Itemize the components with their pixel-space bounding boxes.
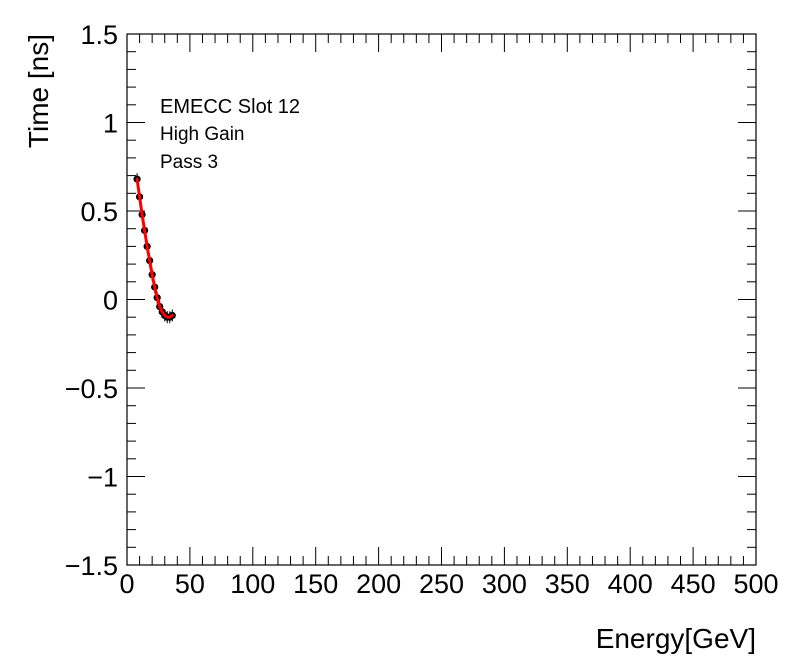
x-tick-label: 350 xyxy=(545,569,590,599)
annotation-gain: High Gain xyxy=(160,124,245,145)
x-tick-label: 200 xyxy=(356,569,401,599)
axis-ticks xyxy=(126,33,757,566)
annotation-pass: Pass 3 xyxy=(160,152,218,173)
x-tick-label: 400 xyxy=(608,569,653,599)
y-tick-label: −1 xyxy=(87,463,118,493)
x-tick-labels: 0 50 100 150 200 250 300 350 400 450 500 xyxy=(119,569,778,599)
x-tick-label: 300 xyxy=(482,569,527,599)
x-tick-label: 150 xyxy=(293,569,338,599)
y-tick-label: 1.5 xyxy=(80,20,118,50)
y-tick-labels: −1.5 −1 −0.5 0 0.5 1 1.5 xyxy=(65,20,118,581)
x-tick-label: 500 xyxy=(733,569,778,599)
y-tick-label: 0.5 xyxy=(80,197,118,227)
x-tick-label: 50 xyxy=(175,569,205,599)
x-tick-label: 0 xyxy=(119,569,134,599)
y-axis-title: Time [ns] xyxy=(23,34,54,148)
y-tick-label: 1 xyxy=(103,109,118,139)
x-tick-label: 250 xyxy=(419,569,464,599)
fit-line xyxy=(135,177,174,319)
x-tick-label: 450 xyxy=(671,569,716,599)
data-series xyxy=(133,173,176,324)
x-axis-title: Energy[GeV] xyxy=(596,623,756,654)
y-tick-label: 0 xyxy=(103,286,118,316)
x-tick-label: 100 xyxy=(230,569,275,599)
y-tick-label: −0.5 xyxy=(65,374,118,404)
annotation-title: EMECC Slot 12 xyxy=(160,96,300,118)
y-tick-label: −1.5 xyxy=(65,551,118,581)
